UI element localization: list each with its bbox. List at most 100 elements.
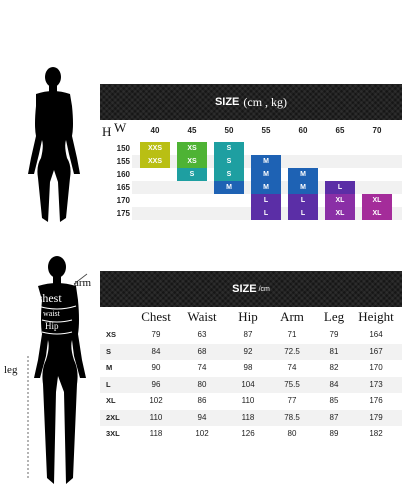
column-header: Chest bbox=[141, 309, 171, 324]
waist-label: waist bbox=[43, 309, 60, 318]
size-cell: L bbox=[288, 194, 318, 207]
column-header: Height bbox=[358, 309, 394, 324]
table-cell: 84 bbox=[151, 346, 161, 356]
size-label: XS bbox=[106, 330, 117, 339]
size-cell: M bbox=[251, 168, 281, 181]
table-cell: 72.5 bbox=[284, 346, 300, 356]
table-cell: 118 bbox=[241, 412, 255, 422]
table-cell: 94 bbox=[197, 412, 207, 422]
leg-label: leg bbox=[4, 364, 18, 376]
size-cell: S bbox=[177, 168, 207, 181]
table-cell: 118 bbox=[149, 429, 163, 438]
size-cell: S bbox=[214, 155, 244, 168]
table-cell: 104 bbox=[241, 379, 255, 389]
table-cell: 84 bbox=[329, 379, 339, 389]
size-cell: M bbox=[214, 181, 244, 194]
table-cell: 110 bbox=[241, 396, 255, 405]
table-row: XL 102 86 110 77 85 176 bbox=[100, 393, 402, 409]
weight-header: 45 bbox=[187, 126, 197, 135]
size-cell: L bbox=[251, 207, 281, 220]
table-row: 2XL 110 94 118 78.5 87 179 bbox=[100, 409, 402, 426]
chest-label: chest bbox=[37, 291, 62, 305]
table-cell: 126 bbox=[241, 429, 255, 438]
size-cell: XL bbox=[362, 207, 392, 220]
size-cell: M bbox=[288, 181, 318, 194]
size-label: S bbox=[106, 346, 112, 356]
table-cell: 170 bbox=[369, 363, 383, 372]
hip-label: Hip bbox=[45, 321, 59, 331]
size-label: 3XL bbox=[106, 429, 120, 438]
table-cell: 78.5 bbox=[284, 412, 300, 422]
weight-header: 55 bbox=[261, 126, 271, 135]
size-cell: XXS bbox=[140, 142, 170, 155]
size-cell: M bbox=[288, 168, 318, 181]
table-cell: 98 bbox=[243, 363, 253, 372]
size-cell: M bbox=[251, 155, 281, 168]
column-header: Waist bbox=[187, 309, 217, 324]
table-cell: 87 bbox=[329, 412, 339, 422]
table-cell: 96 bbox=[151, 379, 161, 389]
table-cell: 80 bbox=[197, 379, 207, 389]
size-label: XL bbox=[106, 396, 116, 405]
table-cell: 173 bbox=[369, 379, 383, 389]
size-cell: L bbox=[251, 194, 281, 207]
height-header: 175 bbox=[116, 209, 130, 218]
table-cell: 86 bbox=[197, 396, 207, 405]
height-header: 150 bbox=[116, 144, 130, 153]
table-cell: 176 bbox=[369, 396, 383, 405]
measurement-silhouette-icon bbox=[27, 256, 88, 484]
table-cell: 63 bbox=[197, 330, 207, 339]
measure-table-header: SIZE /cm bbox=[100, 271, 402, 307]
weight-header: 65 bbox=[335, 126, 345, 135]
table-row: L 96 80 104 75.5 84 173 bbox=[100, 376, 402, 393]
table-cell: 90 bbox=[151, 363, 161, 372]
size-chart-title: SIZE bbox=[214, 96, 240, 108]
height-header: 170 bbox=[116, 196, 130, 205]
table-cell: 92 bbox=[243, 346, 253, 356]
height-weight-size-grid: H W 40 45 50 55 60 65 70 150 155 160 165 170 175 XXS X… bbox=[100, 120, 402, 220]
size-cell: S bbox=[214, 142, 244, 155]
measure-table-title: SIZE bbox=[232, 283, 257, 295]
size-label: M bbox=[106, 363, 113, 372]
size-cell: XS bbox=[177, 142, 207, 155]
height-header: 160 bbox=[116, 170, 130, 179]
table-row: 3XL 118 102 126 80 89 182 bbox=[100, 426, 402, 442]
column-header: Hip bbox=[238, 309, 258, 324]
table-row: XS 79 63 87 71 79 164 bbox=[100, 327, 402, 343]
table-cell: 68 bbox=[197, 346, 207, 356]
size-cell: XXS bbox=[140, 155, 170, 168]
weight-axis-letter: W bbox=[114, 120, 127, 135]
size-label: L bbox=[106, 379, 111, 389]
size-cell: XS bbox=[177, 155, 207, 168]
table-cell: 164 bbox=[369, 330, 383, 339]
column-header: Leg bbox=[323, 309, 345, 324]
table-cell: 87 bbox=[243, 330, 253, 339]
weight-header: 50 bbox=[224, 126, 234, 135]
table-cell: 77 bbox=[287, 396, 297, 405]
table-cell: 75.5 bbox=[284, 379, 300, 389]
height-header: 165 bbox=[116, 183, 130, 192]
woman-silhouette-icon bbox=[28, 67, 80, 222]
height-header: 155 bbox=[116, 157, 130, 166]
table-cell: 182 bbox=[369, 429, 383, 438]
table-row: S 84 68 92 72.5 81 167 bbox=[100, 343, 402, 360]
table-cell: 89 bbox=[329, 429, 339, 438]
weight-header: 60 bbox=[298, 126, 308, 135]
table-row: M 90 74 98 74 82 170 bbox=[100, 360, 402, 376]
table-cell: 74 bbox=[197, 363, 207, 372]
size-cell: L bbox=[325, 181, 355, 194]
table-cell: 80 bbox=[287, 429, 297, 438]
size-chart-unit: (cm , kg) bbox=[243, 94, 288, 109]
table-cell: 74 bbox=[287, 363, 297, 372]
table-cell: 167 bbox=[369, 346, 383, 356]
height-axis-letter: H bbox=[102, 124, 112, 139]
measure-table-unit: /cm bbox=[258, 285, 270, 293]
table-cell: 110 bbox=[149, 412, 163, 422]
column-header: Arm bbox=[280, 309, 304, 324]
table-cell: 102 bbox=[195, 429, 209, 438]
table-cell: 81 bbox=[329, 346, 339, 356]
size-cell: XL bbox=[362, 194, 392, 207]
weight-header: 70 bbox=[372, 126, 382, 135]
table-cell: 102 bbox=[149, 396, 163, 405]
arm-label: arm bbox=[74, 277, 92, 289]
